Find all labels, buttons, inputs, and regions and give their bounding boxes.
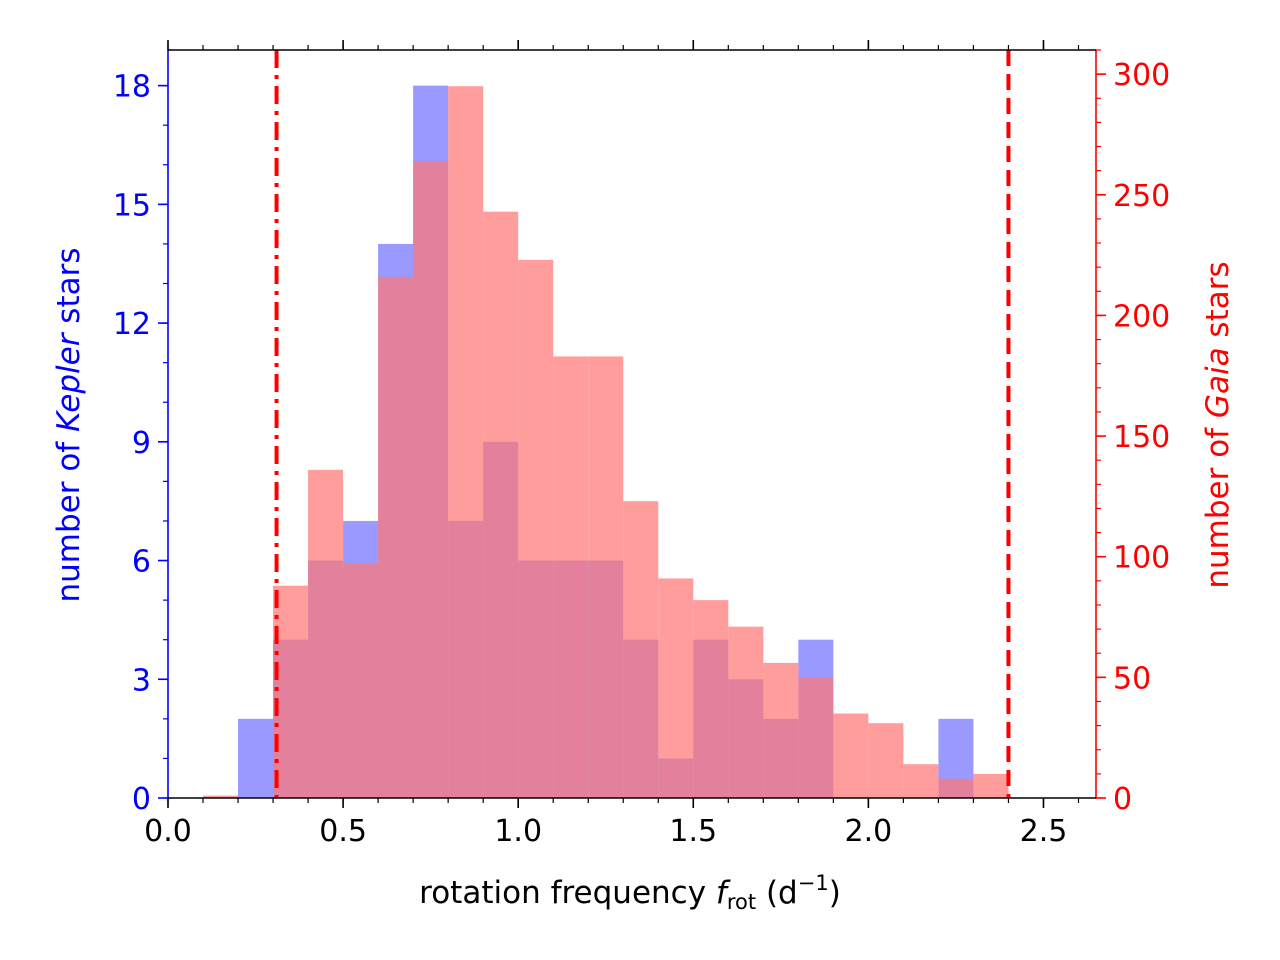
- gaia-bar: [868, 723, 904, 798]
- left-tick-label: 12: [113, 307, 151, 342]
- right-axis-title: number of Gaia stars: [1200, 261, 1236, 588]
- left-axis-title: number of Kepler stars: [51, 247, 87, 602]
- gaia-bar: [203, 795, 239, 798]
- right-tick-label: 50: [1113, 661, 1151, 696]
- x-tick-label: 2.0: [845, 814, 893, 849]
- gaia-bar: [693, 600, 729, 798]
- axes-layer: 0.0 0.5 1.0 1.5 2.0 2.5 0 3 6 9 12 15 18 0 50 100 150 200…: [113, 40, 1170, 849]
- gaia-bar: [798, 677, 834, 798]
- left-tick-label: 3: [132, 663, 151, 698]
- left-tick-label: 15: [113, 188, 151, 223]
- x-tick-label: 0.5: [319, 814, 367, 849]
- left-tick-label: 6: [132, 545, 151, 580]
- gaia-bar: [273, 585, 309, 798]
- x-tick-label: 1.5: [669, 814, 717, 849]
- gaia-bar: [378, 276, 414, 799]
- x-tick-label: 1.0: [494, 814, 542, 849]
- gaia-bar: [903, 764, 939, 798]
- gaia-bar: [308, 469, 344, 798]
- gaia-bar: [938, 778, 974, 798]
- gaia-bar: [553, 356, 589, 798]
- x-axis-title: rotation frequency frot (d−1): [419, 871, 841, 914]
- gaia-bar: [483, 211, 519, 798]
- right-tick-label: 300: [1113, 58, 1170, 93]
- x-tick-label: 0.0: [144, 814, 192, 849]
- bars-layer: [203, 85, 1009, 799]
- gaia-bar: [833, 713, 869, 798]
- right-tick-label: 250: [1113, 179, 1170, 214]
- gaia-bar: [623, 501, 659, 798]
- gaia-bar: [588, 356, 624, 798]
- gaia-bar: [518, 259, 554, 798]
- gaia-bar: [448, 86, 484, 799]
- gaia-bar: [763, 662, 799, 798]
- kepler-bar: [238, 718, 274, 798]
- gaia-bar: [343, 563, 379, 798]
- gaia-bar: [973, 773, 1009, 798]
- gaia-bar: [413, 160, 449, 799]
- right-tick-label: 0: [1113, 782, 1132, 817]
- left-tick-label: 0: [132, 782, 151, 817]
- right-tick-label: 150: [1113, 420, 1170, 455]
- left-tick-label: 18: [113, 70, 151, 105]
- vline-layer: [274, 50, 1011, 798]
- gaia-bar: [658, 578, 694, 798]
- left-tick-label: 9: [132, 426, 151, 461]
- x-tick-label: 2.5: [1020, 814, 1068, 849]
- gaia-bar: [728, 626, 764, 798]
- right-tick-label: 100: [1113, 541, 1170, 576]
- right-tick-label: 200: [1113, 299, 1170, 334]
